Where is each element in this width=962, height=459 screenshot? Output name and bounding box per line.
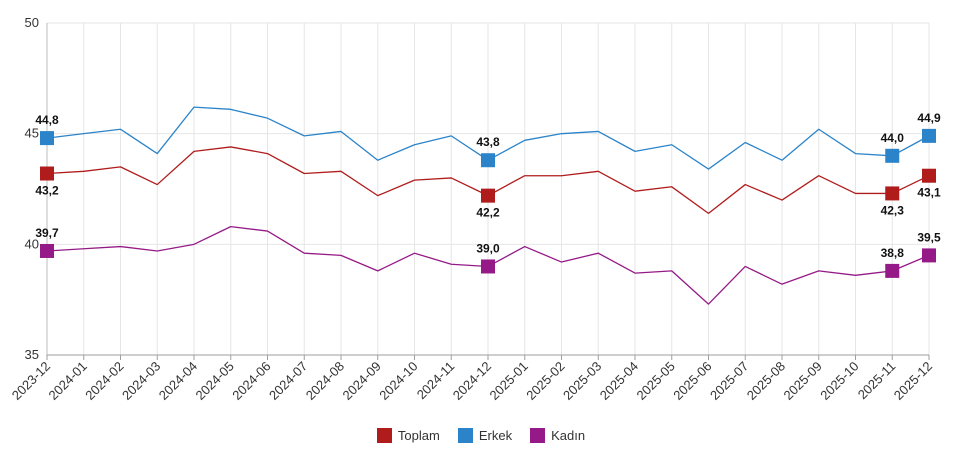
marker-erkek[interactable] [922,128,936,143]
x-tick-label: 2025-04 [597,359,641,403]
y-tick-label: 50 [25,15,39,30]
data-label-erkek: 44,8 [35,113,59,127]
x-tick-label: 2025-08 [744,359,788,403]
x-tick-label: 2025-11 [855,359,899,403]
legend: Toplam Erkek Kadın [0,428,962,443]
y-tick-label: 35 [25,347,39,362]
data-label-toplam: 43,1 [917,186,941,200]
x-tick-label: 2025-05 [634,359,678,403]
x-tick-label: 2024-12 [450,359,494,403]
legend-swatch [457,428,473,443]
y-tick-label: 40 [25,236,39,251]
x-tick-label: 2024-03 [119,359,163,403]
x-tick-label: 2025-02 [523,359,567,403]
marker-kad-n[interactable] [885,263,900,278]
data-label-erkek: 43,8 [476,135,500,149]
series-group [40,106,936,305]
x-tick-label: 2024-10 [376,359,420,403]
axes: 354045502023-122024-012024-022024-032024… [9,15,935,403]
data-labels: 43,2 42,2 42,3 43,1 44,8 43,8 44,0 44,9 39,7 39,0… [35,111,941,260]
x-tick-label: 2025-06 [670,359,714,403]
legend-swatch [376,428,392,443]
x-tick-label: 2025-03 [560,359,604,403]
legend-swatch [530,428,546,443]
data-label-kad-n: 39,5 [917,230,941,244]
x-tick-label: 2023-12 [9,359,53,403]
data-label-erkek: 44,0 [881,131,905,145]
marker-erkek[interactable] [40,131,54,146]
x-tick-label: 2024-04 [156,359,200,403]
marker-kad-n[interactable] [922,248,936,263]
x-tick-label: 2024-06 [229,359,273,403]
legend-item-kad-n[interactable]: Kadın [530,428,585,443]
x-tick-label: 2024-05 [193,359,237,403]
x-tick-label: 2025-01 [487,359,531,403]
marker-toplam[interactable] [885,186,900,201]
x-tick-label: 2024-09 [340,359,384,403]
x-tick-label: 2024-02 [82,359,126,403]
marker-toplam[interactable] [40,166,54,181]
y-tick-label: 45 [25,126,39,141]
data-label-erkek: 44,9 [917,111,941,125]
legend-item-erkek[interactable]: Erkek [457,428,513,443]
data-label-kad-n: 39,0 [476,241,500,255]
data-label-kad-n: 38,8 [881,246,905,260]
legend-label: Erkek [478,428,513,443]
x-tick-label: 2024-11 [414,359,458,403]
marker-toplam[interactable] [481,188,495,203]
marker-erkek[interactable] [885,148,900,163]
data-label-kad-n: 39,7 [35,226,59,240]
data-label-toplam: 42,3 [881,203,905,217]
legend-label: Toplam [397,428,440,443]
marker-kad-n[interactable] [481,259,495,274]
x-tick-label: 2024-07 [266,359,310,403]
marker-erkek[interactable] [481,153,495,168]
marker-toplam[interactable] [922,168,936,183]
x-tick-label: 2025-07 [707,359,751,403]
x-tick-label: 2025-10 [817,359,861,403]
legend-item-toplam[interactable]: Toplam [376,428,440,443]
data-label-toplam: 42,2 [476,206,500,220]
data-label-toplam: 43,2 [35,184,59,198]
x-tick-label: 2024-01 [46,359,90,403]
x-tick-label: 2025-09 [781,359,825,403]
x-tick-label: 2025-12 [891,359,935,403]
marker-kad-n[interactable] [40,243,54,258]
x-tick-label: 2024-08 [303,359,347,403]
legend-label: Kadın [551,428,586,443]
